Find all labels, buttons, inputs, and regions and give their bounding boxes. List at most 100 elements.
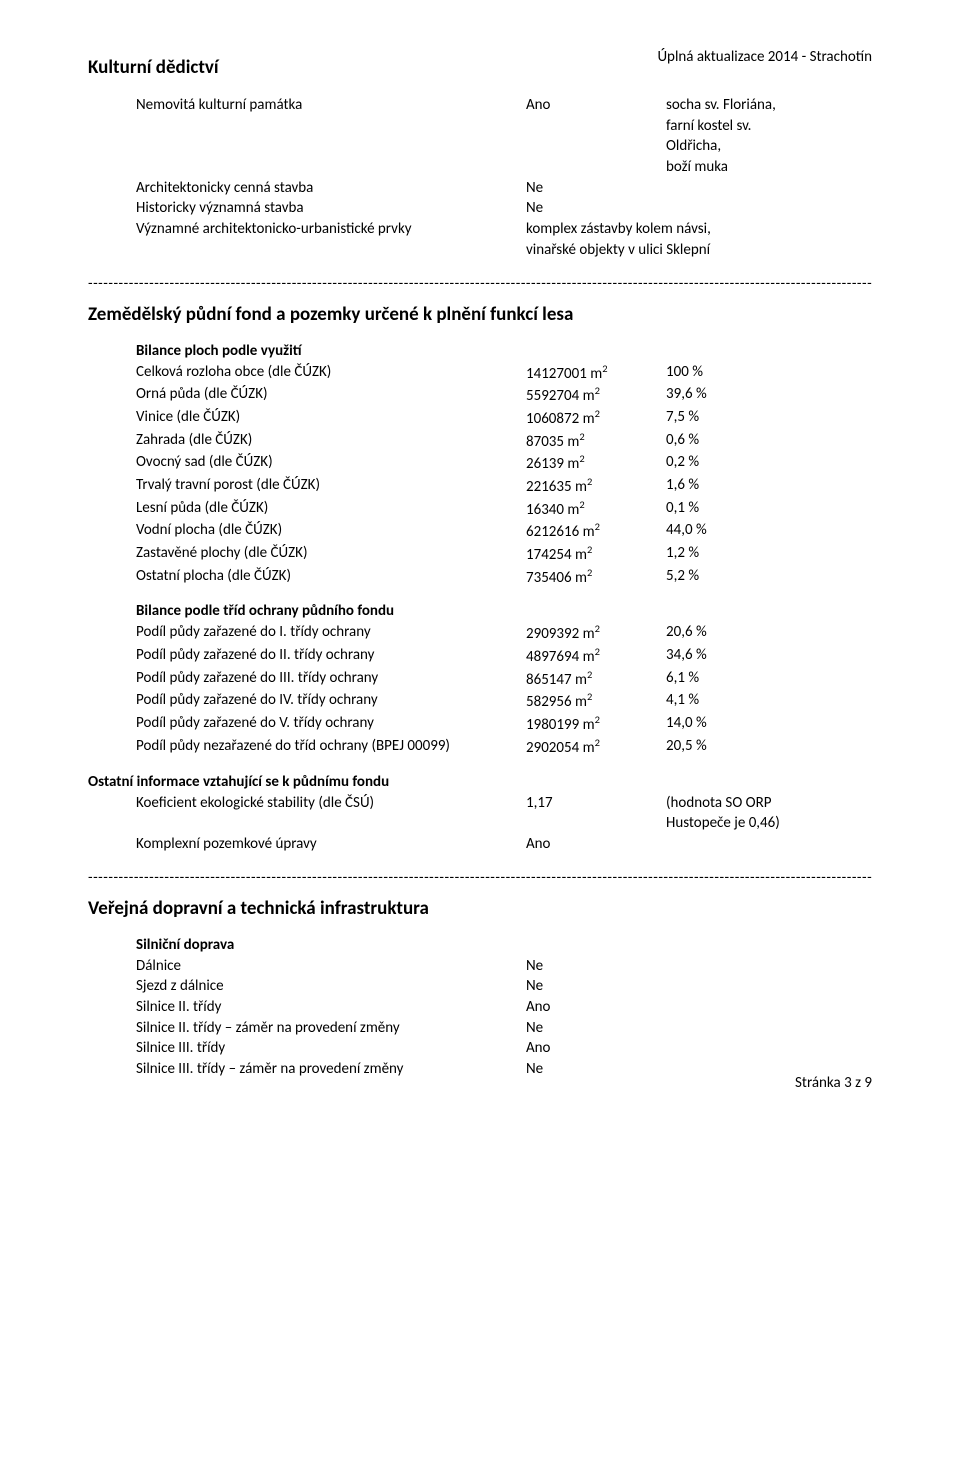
table-row: Podíl půdy zařazené do V. třídy ochrany1…: [136, 713, 872, 736]
table-row: DálniceNe: [136, 956, 872, 977]
table-row: Zastavěné plochy (dle ČÚZK)174254 m21,2 …: [136, 543, 872, 566]
table-row: Podíl půdy zařazené do I. třídy ochrany2…: [136, 622, 872, 645]
value: Ne: [526, 198, 666, 219]
table-row: Silnice II. třídy – záměr na provedení z…: [136, 1018, 872, 1039]
row-historicky: Historicky významná stavba Ne: [136, 198, 872, 219]
table-row: Celková rozloha obce (dle ČÚZK)14127001 …: [136, 362, 872, 385]
section-zem-title: Zemědělský půdní fond a pozemky určené k…: [88, 303, 872, 326]
value: 1,17: [526, 793, 666, 834]
value: Ne: [526, 976, 666, 997]
percent: 44,0 %: [666, 520, 872, 543]
label: Významné architektonicko-urbanistické pr…: [136, 219, 526, 260]
value: 1980199 m2: [526, 713, 666, 736]
table-row: Podíl půdy zařazené do II. třídy ochrany…: [136, 645, 872, 668]
label: Vinice (dle ČÚZK): [136, 407, 526, 430]
table-row: Vinice (dle ČÚZK)1060872 m27,5 %: [136, 407, 872, 430]
label: Sjezd z dálnice: [136, 976, 526, 997]
label: Podíl půdy zařazené do III. třídy ochran…: [136, 668, 526, 691]
section-doprava-title: Veřejná dopravní a technická infrastrukt…: [88, 897, 872, 920]
value: 4897694 m2: [526, 645, 666, 668]
table-row: Podíl půdy nezařazené do tříd ochrany (B…: [136, 736, 872, 759]
row-nemovita: Nemovitá kulturní památka Ano socha sv. …: [136, 95, 872, 178]
detail-line: boží muka: [666, 157, 872, 178]
value: Ano: [526, 1038, 666, 1059]
table-row: Orná půda (dle ČÚZK)5592704 m239,6 %: [136, 384, 872, 407]
value: 26139 m2: [526, 452, 666, 475]
percent: 34,6 %: [666, 645, 872, 668]
label: Silnice II. třídy: [136, 997, 526, 1018]
divider: ----------------------------------------…: [88, 275, 872, 293]
percent: 20,5 %: [666, 736, 872, 759]
percent: 1,6 %: [666, 475, 872, 498]
detail: (hodnota SO ORP Hustopeče je 0,46): [666, 793, 872, 834]
value: 1060872 m2: [526, 407, 666, 430]
label: Trvalý travní porost (dle ČÚZK): [136, 475, 526, 498]
percent: 6,1 %: [666, 668, 872, 691]
detail-line: (hodnota SO ORP: [666, 793, 872, 814]
value: 5592704 m2: [526, 384, 666, 407]
label: Silnice III. třídy: [136, 1038, 526, 1059]
detail-line: Oldřicha,: [666, 136, 872, 157]
percent: 0,6 %: [666, 430, 872, 453]
table-row: Silnice III. třídyAno: [136, 1038, 872, 1059]
table-row: Ostatní plocha (dle ČÚZK)735406 m25,2 %: [136, 566, 872, 589]
label: Ostatní plocha (dle ČÚZK): [136, 566, 526, 589]
value: Ne: [526, 178, 666, 199]
row-komplex: Komplexní pozemkové úpravy Ano: [136, 834, 872, 855]
value: Ano: [526, 997, 666, 1018]
value: 221635 m2: [526, 475, 666, 498]
table-row: Ovocný sad (dle ČÚZK)26139 m20,2 %: [136, 452, 872, 475]
value: 14127001 m2: [526, 362, 666, 385]
label: Podíl půdy zařazené do I. třídy ochrany: [136, 622, 526, 645]
table-row: Vodní plocha (dle ČÚZK)6212616 m244,0 %: [136, 520, 872, 543]
percent: 1,2 %: [666, 543, 872, 566]
value: 582956 m2: [526, 690, 666, 713]
subhead-silnicni: Silniční doprava: [136, 936, 872, 954]
subhead-bilance1: Bilance ploch podle využití: [136, 342, 872, 360]
label: Podíl půdy nezařazené do tříd ochrany (B…: [136, 736, 526, 759]
value: 2909392 m2: [526, 622, 666, 645]
label: Podíl půdy zařazené do V. třídy ochrany: [136, 713, 526, 736]
value: 865147 m2: [526, 668, 666, 691]
percent: 5,2 %: [666, 566, 872, 589]
value: Ne: [526, 1018, 666, 1039]
label: Zahrada (dle ČÚZK): [136, 430, 526, 453]
label: Koeficient ekologické stability (dle ČSÚ…: [136, 793, 526, 834]
table-row: Trvalý travní porost (dle ČÚZK)221635 m2…: [136, 475, 872, 498]
detail-line: Hustopeče je 0,46): [666, 813, 872, 834]
table-row: Silnice II. třídyAno: [136, 997, 872, 1018]
table-row: Lesní půda (dle ČÚZK)16340 m20,1 %: [136, 498, 872, 521]
value: Ne: [526, 956, 666, 977]
label: Orná půda (dle ČÚZK): [136, 384, 526, 407]
divider: ----------------------------------------…: [88, 869, 872, 887]
percent: 20,6 %: [666, 622, 872, 645]
value: 87035 m2: [526, 430, 666, 453]
label: Komplexní pozemkové úpravy: [136, 834, 526, 855]
label: Silnice III. třídy – záměr na provedení …: [136, 1059, 526, 1080]
label: Ovocný sad (dle ČÚZK): [136, 452, 526, 475]
table-row: Silnice III. třídy – záměr na provedení …: [136, 1059, 872, 1080]
label: Vodní plocha (dle ČÚZK): [136, 520, 526, 543]
label: Celková rozloha obce (dle ČÚZK): [136, 362, 526, 385]
table-row: Zahrada (dle ČÚZK)87035 m20,6 %: [136, 430, 872, 453]
label: Architektonicky cenná stavba: [136, 178, 526, 199]
percent: 14,0 %: [666, 713, 872, 736]
row-koef: Koeficient ekologické stability (dle ČSÚ…: [136, 793, 872, 834]
label: Lesní půda (dle ČÚZK): [136, 498, 526, 521]
percent: 4,1 %: [666, 690, 872, 713]
value: 6212616 m2: [526, 520, 666, 543]
value: 2902054 m2: [526, 736, 666, 759]
value: Ne: [526, 1059, 666, 1080]
label: Dálnice: [136, 956, 526, 977]
percent: 100 %: [666, 362, 872, 385]
value: 16340 m2: [526, 498, 666, 521]
label: Zastavěné plochy (dle ČÚZK): [136, 543, 526, 566]
detail: socha sv. Floriána, farní kostel sv. Old…: [666, 95, 872, 178]
label: Podíl půdy zařazené do IV. třídy ochrany: [136, 690, 526, 713]
value: Ano: [526, 834, 666, 855]
detail-line: komplex zástavby kolem návsi,: [526, 219, 872, 240]
detail-line: socha sv. Floriána,: [666, 95, 872, 116]
header-right: Úplná aktualizace 2014 - Strachotín: [657, 48, 872, 66]
detail-line: vinařské objekty v ulici Sklepní: [526, 240, 872, 261]
subhead-ostatni: Ostatní informace vztahující se k půdním…: [88, 773, 872, 791]
